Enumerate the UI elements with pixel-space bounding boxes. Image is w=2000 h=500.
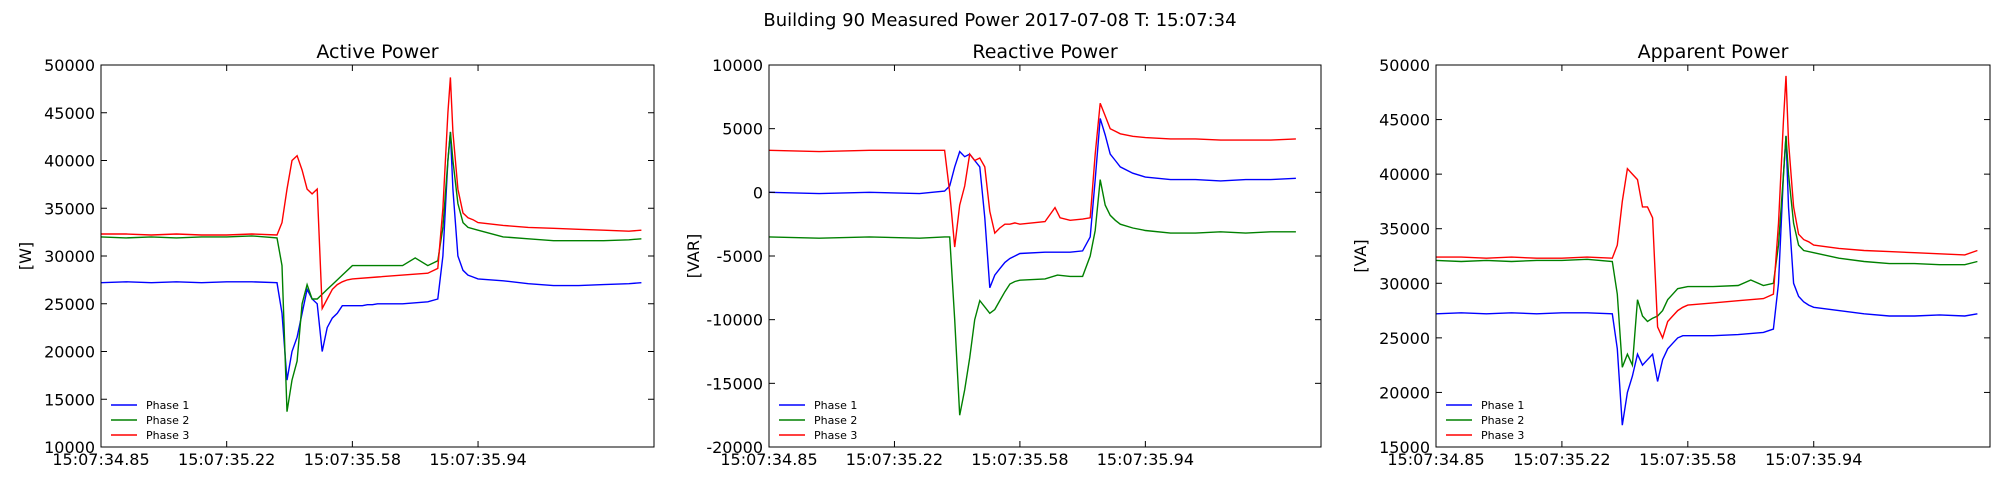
- legend: Phase 1 Phase 2 Phase 3: [111, 399, 189, 442]
- chart-panel-1: Reactive Power [VAR] -20000 -15000 -10000 -50…: [684, 41, 1322, 469]
- y-tick-label: 5000: [722, 120, 763, 139]
- y-tick-label: 0: [753, 183, 763, 202]
- y-tick-label: -15000: [706, 374, 763, 393]
- y-tick-label: 15000: [1379, 438, 1430, 457]
- y-tick-label: 40000: [1379, 165, 1430, 184]
- y-tick-label: 10000: [44, 438, 95, 457]
- y-tick-label: 45000: [44, 104, 95, 123]
- x-tick-label: 15:07:35.22: [178, 450, 275, 469]
- y-tick-label: 25000: [44, 295, 95, 314]
- x-tick-label: 15:07:34.85: [1387, 450, 1484, 469]
- series-line-3: [769, 102, 1296, 248]
- legend: Phase 1 Phase 2 Phase 3: [1446, 399, 1524, 442]
- series-line-1: [769, 118, 1296, 289]
- legend: Phase 1 Phase 2 Phase 3: [779, 399, 857, 442]
- chart-title: Active Power: [316, 41, 438, 63]
- plot-frame: [1435, 64, 1991, 448]
- x-tick-label: 15:07:35.22: [1513, 450, 1610, 469]
- y-tick-label: 50000: [44, 56, 95, 75]
- x-tick-label: 15:07:35.94: [429, 450, 526, 469]
- y-tick-label: 30000: [44, 247, 95, 266]
- y-tick-label: 15000: [44, 390, 95, 409]
- y-tick-label: 35000: [44, 199, 95, 218]
- series-line-1: [1436, 135, 1978, 426]
- x-tick-label: 15:07:35.58: [1639, 450, 1736, 469]
- x-tick-label: 15:07:35.94: [1097, 450, 1194, 469]
- chart-panel-2: Apparent Power [VA] 15000 20000 25000 30000 35…: [1351, 41, 1991, 469]
- y-tick-label: 30000: [1379, 274, 1430, 293]
- legend-label-2: Phase 2: [1481, 414, 1524, 427]
- y-tick-label: 20000: [44, 343, 95, 362]
- legend-label-1: Phase 1: [1481, 399, 1524, 412]
- series-line-3: [101, 77, 642, 312]
- chart-title: Apparent Power: [1638, 41, 1789, 63]
- y-tick-label: 50000: [1379, 56, 1430, 75]
- legend-label-2: Phase 2: [146, 414, 189, 427]
- y-tick-label: -10000: [706, 311, 763, 330]
- legend-label-1: Phase 1: [814, 399, 857, 412]
- y-tick-label: -5000: [717, 247, 764, 266]
- legend-label-2: Phase 2: [814, 414, 857, 427]
- legend-label-3: Phase 3: [1481, 429, 1524, 442]
- x-tick-label: 15:07:35.94: [1765, 450, 1862, 469]
- x-tick-label: 15:07:35.58: [304, 450, 401, 469]
- y-tick-label: 25000: [1379, 329, 1430, 348]
- chart-title: Reactive Power: [972, 41, 1117, 63]
- series-line-3: [1436, 75, 1978, 340]
- series-line-2: [1436, 135, 1978, 368]
- legend-label-3: Phase 3: [146, 429, 189, 442]
- y-axis-label: [W]: [16, 242, 35, 270]
- legend-label-3: Phase 3: [814, 429, 857, 442]
- y-tick-label: 45000: [1379, 111, 1430, 130]
- y-axis-label: [VAR]: [684, 234, 703, 278]
- x-tick-label: 15:07:35.22: [846, 450, 943, 469]
- x-tick-label: 15:07:35.58: [971, 450, 1068, 469]
- plot-frame: [768, 64, 1322, 448]
- series-line-2: [769, 179, 1296, 416]
- series-line-1: [101, 131, 642, 381]
- y-tick-label: 20000: [1379, 383, 1430, 402]
- legend-label-1: Phase 1: [146, 399, 189, 412]
- chart-panel-0: Active Power [W] 10000 15000 20000 25000 30000…: [16, 41, 655, 469]
- y-tick-label: 10000: [712, 56, 763, 75]
- y-tick-label: 35000: [1379, 220, 1430, 239]
- x-tick-label: 15:07:34.85: [52, 450, 149, 469]
- plot-frame: [100, 64, 655, 448]
- figure-suptitle: Building 90 Measured Power 2017-07-08 T:…: [763, 10, 1236, 31]
- y-tick-label: -20000: [706, 438, 763, 457]
- series-line-2: [101, 131, 642, 412]
- y-tick-label: 40000: [44, 152, 95, 171]
- x-tick-label: 15:07:34.85: [720, 450, 817, 469]
- y-axis-label: [VA]: [1351, 239, 1370, 272]
